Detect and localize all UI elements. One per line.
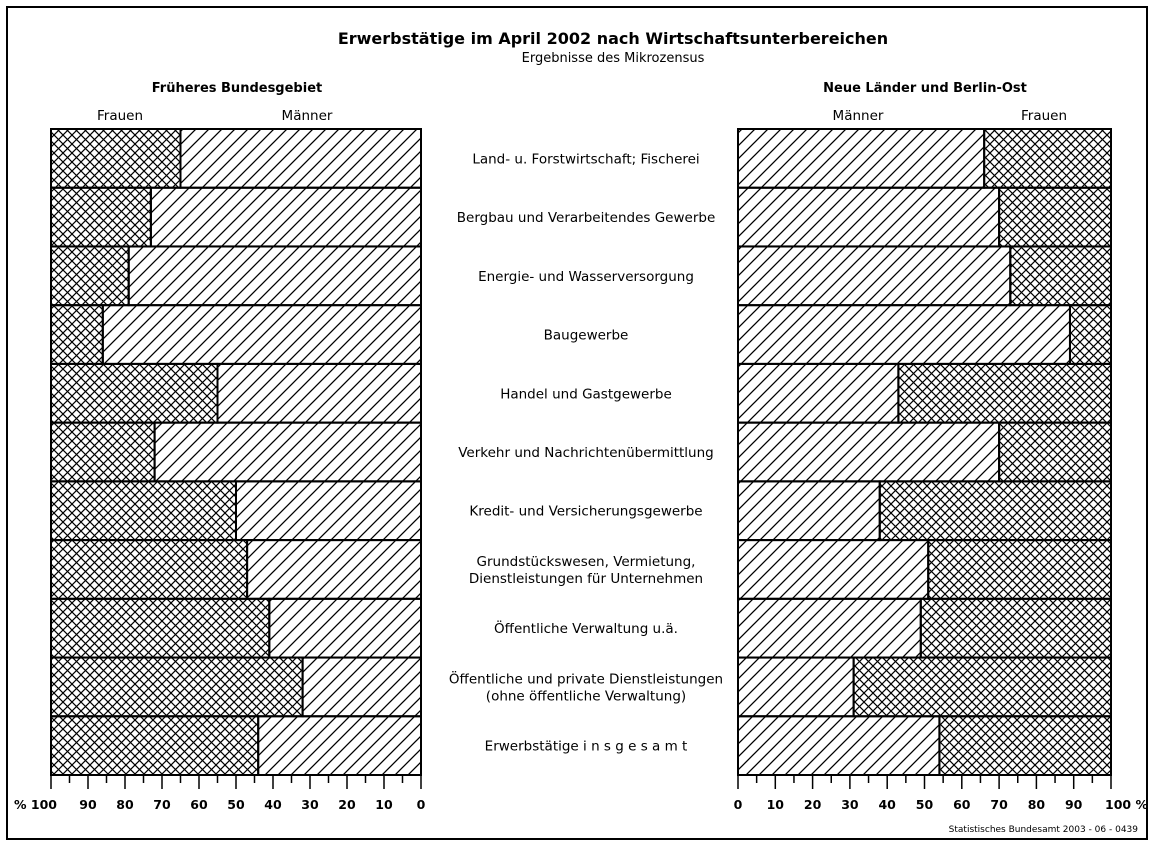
bar-right-männer-7 [737,539,930,600]
right-panel-title: Neue Länder und Berlin-Ost [823,81,1027,96]
category-label: Dienstleistungen für Unternehmen [469,571,703,587]
bar-left-frauen-2 [50,245,130,307]
axis-tick-label: 70 [153,797,171,812]
bar-left-frauen-10 [50,715,260,776]
bar-left-männer-8 [268,597,422,659]
bar-right-männer-5 [737,421,1001,483]
chart-frame [6,6,1148,840]
axes: % 100 90 80 70 60 50 40 30 20 10 0 0 10 20 30 40 50 60 70 8… [14,774,1148,812]
bar-right-frauen-2 [1009,245,1112,307]
bar-right-frauen-1 [998,186,1112,248]
axis-tick-label: % 100 [14,797,57,812]
bar-left-männer-4 [216,362,422,424]
axis-tick-label: 80 [116,797,134,812]
right-legend-maenner: Männer [833,108,884,124]
category-label: Grundstückswesen, Vermietung, [477,554,696,570]
bar-right-männer-3 [737,304,1071,365]
bar-left-frauen-7 [50,539,249,600]
category-label: Erwerbstätige i n s g e s a m t [485,739,688,755]
axis-tick-label: 10 [375,797,393,812]
bar-right-frauen-9 [852,656,1112,718]
axis-tick-label: 20 [338,797,356,812]
left-panel-title: Früheres Bundesgebiet [152,81,322,96]
category-label: Öffentliche und private Dienstleistungen [449,669,723,687]
left-panel-bars [50,128,423,776]
bar-right-frauen-10 [938,715,1112,776]
bar-right-frauen-3 [1068,304,1112,365]
bar-right-männer-10 [737,715,941,776]
left-legend-frauen: Frauen [97,108,143,124]
axis-tick-label: 0 [417,797,426,812]
axis-tick-label: 10 [767,797,785,812]
bar-left-frauen-4 [50,362,219,424]
bar-right-frauen-8 [919,597,1113,659]
bar-left-frauen-8 [50,597,271,659]
bar-left-männer-2 [127,245,422,307]
bar-left-frauen-5 [50,421,156,483]
bar-left-männer-3 [101,304,423,365]
bar-left-frauen-9 [50,656,304,718]
bar-left-männer-5 [153,421,422,483]
axis-tick-label: 20 [804,797,822,812]
right-panel-bars [737,128,1113,776]
bar-right-frauen-6 [878,480,1112,542]
bar-left-frauen-6 [50,480,237,542]
bar-right-männer-0 [737,128,986,189]
category-label: Handel und Gastgewerbe [500,386,672,402]
bar-right-männer-8 [737,597,922,659]
axis-tick-label: 60 [953,797,971,812]
axis-tick-label: 100 % [1105,797,1148,812]
axis-tick-label: 50 [916,797,934,812]
axis-tick-label: 30 [301,797,319,812]
bar-right-männer-6 [737,480,881,542]
axis-tick-label: 90 [1065,797,1083,812]
right-legend-frauen: Frauen [1021,108,1067,124]
bar-right-frauen-7 [927,539,1112,600]
bar-right-männer-9 [737,656,855,718]
bar-left-männer-1 [149,186,422,248]
bar-left-männer-0 [179,128,422,189]
category-label: Kredit- und Versicherungsgewerbe [469,504,702,520]
axis-tick-label: 50 [227,797,245,812]
axis-tick-label: 60 [190,797,208,812]
category-label: Baugewerbe [544,328,629,344]
axis-tick-label: 80 [1028,797,1046,812]
axis-tick-label: 40 [264,797,282,812]
bar-right-frauen-0 [983,128,1112,189]
axis-tick-label: 30 [841,797,859,812]
bar-left-männer-9 [301,656,423,718]
bar-left-frauen-0 [50,128,182,189]
left-legend-maenner: Männer [282,108,333,124]
bar-left-männer-6 [235,480,422,542]
source-note: Statistisches Bundesamt 2003 - 06 - 0439 [949,825,1139,835]
axis-tick-label: 90 [79,797,97,812]
bar-right-männer-1 [737,186,1001,248]
bar-right-frauen-4 [897,362,1113,424]
bar-left-frauen-3 [50,304,104,365]
bar-right-männer-2 [737,245,1012,307]
bar-left-männer-10 [257,715,423,776]
axis-tick-label: 40 [878,797,896,812]
category-label: Verkehr und Nachrichtenübermittlung [458,445,714,461]
bar-right-männer-4 [737,362,900,424]
category-label: Öffentliche Verwaltung u.ä. [494,619,678,637]
chart-subtitle: Ergebnisse des Mikrozensus [522,51,705,66]
axis-tick-label: 70 [990,797,1008,812]
bar-left-frauen-1 [50,186,152,248]
category-label: Bergbau und Verarbeitendes Gewerbe [457,210,716,226]
category-label: Energie- und Wasserversorgung [478,269,694,285]
chart-title: Erwerbstätige im April 2002 nach Wirtsch… [338,29,888,48]
category-labels: Land- u. Forstwirtschaft; Fischerei Bergb… [449,151,723,754]
axis-tick-label: 0 [734,797,743,812]
category-label: (ohne öffentliche Verwaltung) [486,688,686,704]
bar-right-frauen-5 [998,421,1112,483]
bar-left-männer-7 [246,539,422,600]
category-label: Land- u. Forstwirtschaft; Fischerei [472,151,699,167]
